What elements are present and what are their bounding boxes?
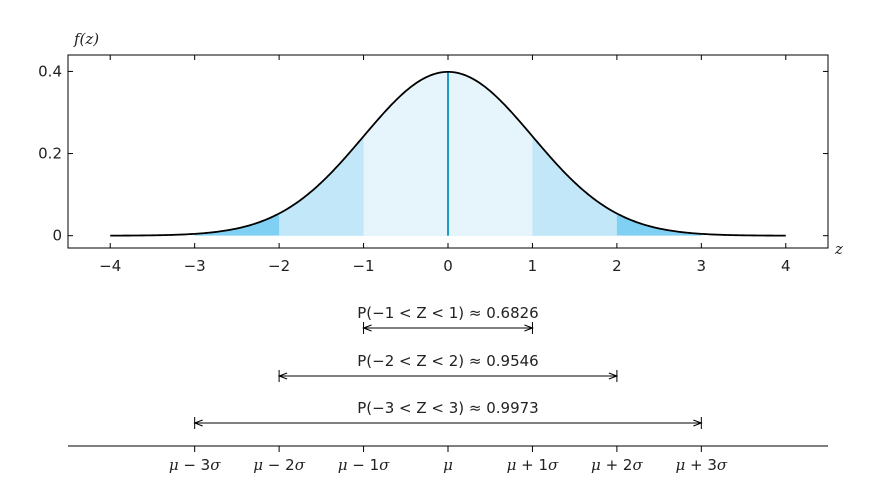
density-curve-layer <box>110 70 786 237</box>
density-curve <box>110 70 786 237</box>
y-tick-label: 0 <box>52 227 62 245</box>
sigma-tick-label: μ <box>443 456 453 474</box>
interval-1: P(−1 < Z < 1) ≈ 0.6826 <box>357 304 539 334</box>
sigma-axis: μ − 3σ μ − 2σ μ − 1σ μ μ + 1σ μ + 2σ μ + 3σ <box>68 445 828 474</box>
x-tick-label: 0 <box>443 257 453 275</box>
sigma-tick-label: μ − 1σ <box>338 456 390 474</box>
interval-label: P(−3 < Z < 3) ≈ 0.9973 <box>357 399 538 417</box>
x-tick-label: 1 <box>528 257 538 275</box>
interval-label: P(−2 < Z < 2) ≈ 0.9546 <box>357 352 538 370</box>
probability-intervals: P(−1 < Z < 1) ≈ 0.6826 P(−2 < Z < 2) ≈ 0.… <box>193 304 703 429</box>
interval-3: P(−3 < Z < 3) ≈ 0.9973 <box>193 399 703 429</box>
sigma-tick-label: μ − 3σ <box>169 456 221 474</box>
interval-label: P(−1 < Z < 1) ≈ 0.6826 <box>357 304 538 322</box>
sigma-tick-label: μ + 1σ <box>507 456 559 474</box>
y-tick-label: 0.4 <box>38 62 62 80</box>
x-tick-label: 3 <box>697 257 707 275</box>
x-axis-label: z <box>834 240 843 258</box>
x-tick-label: 4 <box>781 257 791 275</box>
x-tick-label: −1 <box>352 257 374 275</box>
sigma-tick-label: μ − 2σ <box>253 456 305 474</box>
y-axis-label: f(z) <box>73 30 99 48</box>
x-tick-label: −3 <box>184 257 206 275</box>
y-tick-label: 0.2 <box>38 145 62 163</box>
interval-2: P(−2 < Z < 2) ≈ 0.9546 <box>277 352 619 382</box>
sigma-tick-label: μ + 2σ <box>591 456 643 474</box>
axes: −4 −3 −2 −1 0 1 2 3 4 0 0.2 0.4 z f(z) <box>38 30 843 275</box>
x-tick-label: 2 <box>612 257 622 275</box>
sigma-tick-label: μ + 3σ <box>676 456 728 474</box>
x-tick-label: −2 <box>268 257 290 275</box>
x-tick-label: −4 <box>99 257 121 275</box>
